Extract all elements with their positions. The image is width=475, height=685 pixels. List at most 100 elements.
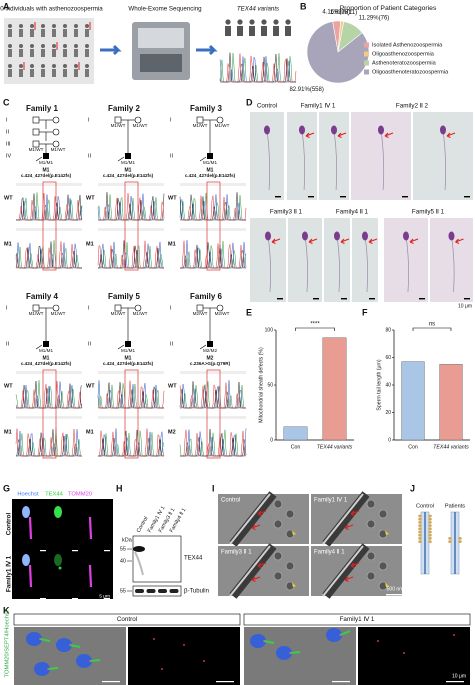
row-label: Family1 Ⅳ 1: [6, 555, 13, 592]
person-icon: [8, 64, 12, 68]
nucleus: [276, 646, 292, 660]
variant-label: M1: [207, 167, 214, 173]
micrograph: [287, 112, 317, 200]
chromatogram: [16, 193, 82, 221]
marker-label: 40: [120, 558, 126, 564]
blot-band: [135, 589, 144, 593]
em-mito: [378, 561, 388, 571]
person-icon: [261, 26, 267, 36]
generation-label: II: [6, 129, 10, 135]
genotype-label: M1/WT: [133, 311, 148, 316]
nucleus: [34, 662, 50, 676]
legend-label: Oligoasthenoteratozoospermia: [372, 69, 449, 75]
generation-label: I: [170, 305, 172, 311]
image-label: Family4 Ⅱ 1: [314, 550, 345, 556]
schematic-mito: [428, 514, 432, 518]
panel-label: J: [410, 483, 415, 493]
nucleus: [250, 634, 266, 648]
genotype-label: M1/WT: [29, 311, 44, 316]
scale-bar: [369, 298, 375, 300]
genotype-label: M1/M1: [39, 160, 53, 165]
nucleus: [26, 632, 42, 646]
person-icon: [52, 49, 56, 57]
row-label: Control: [6, 513, 13, 536]
generation-label: I: [88, 117, 90, 123]
person-icon: [225, 19, 231, 25]
step-label: TEX44 variants: [237, 6, 279, 13]
marker-label: 55: [120, 546, 126, 552]
x-tick-label: Con: [291, 444, 301, 450]
chromatogram: [16, 428, 82, 457]
scale-bar: [104, 598, 110, 600]
person-icon: [19, 49, 23, 57]
scale-bar: [386, 594, 404, 596]
sperm-tail: [333, 129, 338, 190]
x-tick-label: Con: [408, 444, 418, 450]
sequence-text: [180, 183, 246, 186]
scale-bar: [40, 598, 46, 600]
red-arrow: [257, 562, 267, 569]
em-mito: [285, 561, 295, 571]
sequence-text: [16, 228, 82, 231]
track-label: M2: [168, 429, 176, 435]
channel-label: TOMM20: [68, 492, 92, 498]
schematic-mito: [418, 540, 422, 543]
group-label: Control: [117, 616, 137, 623]
data-label: 82.91%(558): [289, 87, 323, 93]
red-arrow: [384, 132, 394, 139]
em-structure: [322, 493, 364, 545]
flagellum: [89, 659, 101, 662]
pedigree-proband: [125, 153, 131, 159]
variant-label: c.424_427del(p.E142fs): [185, 173, 236, 178]
y-tick-label: 80: [385, 327, 391, 333]
chromatogram: [15, 428, 82, 457]
axis-label: Sperm tail length (μm): [376, 359, 382, 410]
axis-label: Mitochondrial sheath defects (%): [258, 347, 264, 423]
scale-bar: [464, 298, 470, 300]
genotype-label: M1/M1: [121, 348, 135, 353]
y-tick-label: 20: [385, 410, 391, 416]
red-arrow: [350, 510, 360, 517]
chromatogram: [98, 242, 165, 269]
chromatogram: [98, 380, 165, 409]
signal: [39, 638, 41, 640]
chromatogram: [98, 241, 164, 269]
pedigree-male: [32, 140, 40, 148]
track-label: M1: [168, 241, 176, 247]
family-title: Family 5: [108, 292, 141, 301]
sperm-tail: [267, 235, 271, 292]
y-tick-label: 0: [270, 437, 273, 443]
arrow: [100, 44, 122, 56]
sperm-tail: [336, 235, 340, 292]
signal: [339, 634, 341, 636]
highlight-box: [206, 369, 221, 459]
generation-label: II: [170, 153, 174, 159]
panel-label: G: [3, 483, 10, 493]
genotype-label: M1/WT: [111, 311, 126, 316]
signal: [153, 638, 155, 640]
chromatogram: [179, 195, 247, 221]
pedigree-male: [114, 304, 122, 312]
track-label: WT: [4, 383, 13, 389]
proband-arrow: [35, 344, 43, 350]
person-icon: [63, 49, 67, 57]
highlight-box: [124, 181, 139, 271]
signal: [28, 564, 33, 588]
sperm-tail: [380, 129, 385, 190]
em-mito: [273, 519, 283, 529]
signal: [403, 652, 405, 654]
genotype-label: M1/WT: [51, 311, 66, 316]
micrograph: [351, 112, 411, 200]
data-label: 4.16%(28): [322, 10, 350, 16]
scale-bar: [40, 550, 46, 552]
em-structure: [322, 491, 370, 547]
significance-bracket: [295, 327, 335, 331]
em-mito: [285, 509, 295, 519]
person-icon: [8, 24, 12, 28]
person-icon: [19, 24, 23, 28]
red-arrow: [308, 238, 318, 245]
variant-label: M1: [43, 355, 50, 361]
scale-label: 500 nm: [387, 586, 404, 592]
